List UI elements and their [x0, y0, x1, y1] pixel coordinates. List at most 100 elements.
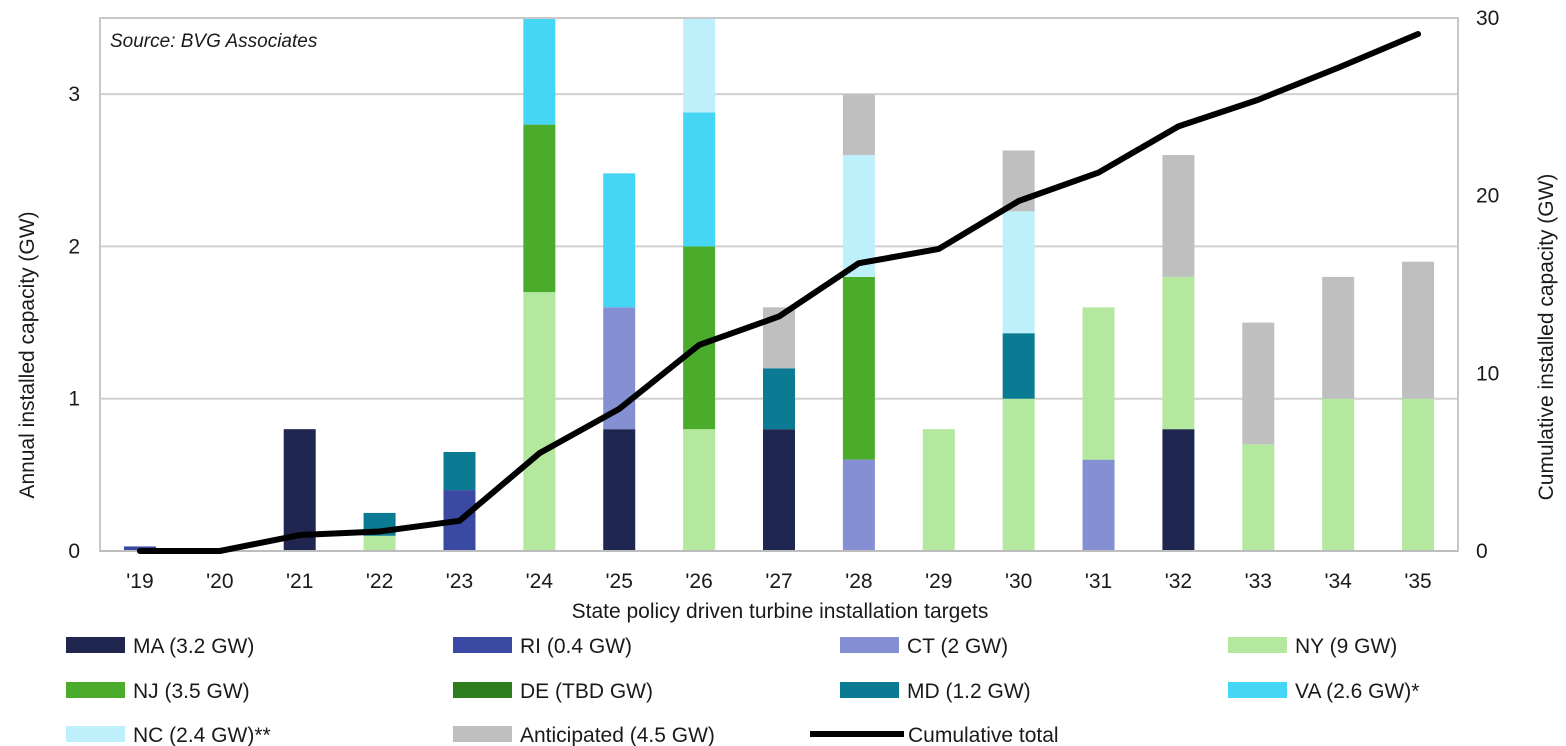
y-axis-title: Annual installed capacity (GW)	[16, 211, 39, 498]
legend-swatch	[66, 637, 125, 653]
y-tick-label-3: 3	[68, 83, 80, 106]
legend: MA (3.2 GW) RI (0.4 GW) CT (2 GW) NY (9 GW)…	[66, 635, 1419, 746]
legend-label: CT (2 GW)	[907, 635, 1008, 658]
legend-label: Anticipated (4.5 GW)	[520, 724, 715, 746]
x-tick-label-4: '23	[446, 570, 473, 593]
bar-segment-3-5	[523, 292, 556, 551]
bar-segment-3-10	[922, 429, 955, 551]
bar-segment-3-14	[1242, 444, 1275, 551]
legend-label: MA (3.2 GW)	[133, 635, 254, 658]
bar-segment-9-9	[842, 94, 875, 156]
legend-label: MD (1.2 GW)	[907, 680, 1031, 703]
legend-item-5: DE (TBD GW)	[453, 680, 653, 703]
x-tick-label-6: '25	[606, 570, 633, 593]
bar-segment-4-9	[842, 276, 875, 460]
x-tick-label-13: '32	[1165, 570, 1192, 593]
legend-item-8: NC (2.4 GW)**	[66, 724, 271, 746]
bar-segment-9-13	[1162, 155, 1195, 277]
bar-segment-3-16	[1402, 398, 1435, 551]
plot-frame	[99, 17, 1459, 552]
x-tick-label-11: '30	[1005, 570, 1032, 593]
legend-item-7: VA (2.6 GW)*	[1228, 680, 1419, 703]
legend-swatch	[1228, 637, 1287, 653]
legend-item-2: CT (2 GW)	[840, 635, 1008, 658]
y2-tick-label-0: 0	[1476, 540, 1488, 563]
bar-segment-8-7	[683, 18, 716, 113]
bar-segment-3-3	[363, 535, 396, 551]
cumulative-line	[136, 30, 1422, 554]
bar-segment-2-9	[842, 459, 875, 551]
legend-item-1: RI (0.4 GW)	[453, 635, 632, 658]
bar-segment-4-7	[683, 246, 716, 430]
bar-segment-6-11	[1002, 333, 1035, 399]
bar-segment-4-5	[523, 124, 556, 293]
axes: 01230102030'19'20'21'22'23'24'25'26'27'2…	[68, 7, 1499, 593]
x-tick-label-15: '34	[1324, 570, 1352, 593]
legend-label: RI (0.4 GW)	[520, 635, 632, 658]
legend-swatch	[840, 637, 899, 653]
x-tick-label-3: '22	[366, 570, 393, 593]
x-tick-label-0: '19	[126, 570, 153, 593]
y2-axis-title: Cumulative installed capacity (GW)	[1535, 174, 1558, 501]
x-tick-label-2: '21	[286, 570, 313, 593]
legend-swatch	[453, 726, 512, 742]
legend-swatch	[840, 682, 899, 698]
legend-label: Cumulative total	[908, 724, 1059, 746]
legend-swatch	[1228, 682, 1287, 698]
bar-segment-3-15	[1322, 398, 1355, 551]
legend-item-10: Cumulative total	[810, 724, 1059, 746]
legend-label: DE (TBD GW)	[520, 680, 653, 703]
cumulative-total-line	[136, 30, 1422, 554]
x-tick-label-5: '24	[526, 570, 554, 593]
bar-segment-8-9	[842, 155, 875, 277]
bar-segment-3-12	[1082, 307, 1115, 460]
bar-segment-3-7	[683, 429, 716, 551]
bar-segment-0-2	[283, 429, 316, 551]
legend-item-3: NY (9 GW)	[1228, 635, 1397, 658]
x-tick-label-9: '28	[845, 570, 872, 593]
bar-segment-6-4	[443, 452, 476, 491]
legend-swatch	[453, 637, 512, 653]
bar-segment-3-13	[1162, 276, 1195, 430]
source-note: Source: BVG Associates	[110, 31, 318, 52]
bar-segment-2-12	[1082, 459, 1115, 551]
bar-segment-0-8	[763, 429, 795, 551]
legend-item-0: MA (3.2 GW)	[66, 635, 254, 658]
legend-swatch	[66, 726, 125, 742]
bar-segment-0-13	[1162, 429, 1195, 551]
bar-segment-9-15	[1322, 276, 1355, 399]
bar-segment-3-11	[1002, 398, 1035, 551]
y-tick-label-1: 1	[68, 388, 80, 411]
bar-segment-9-14	[1242, 322, 1275, 445]
y-tick-label-2: 2	[68, 235, 80, 258]
bar-segment-7-5	[523, 18, 556, 125]
x-tick-label-7: '26	[685, 570, 712, 593]
legend-item-4: NJ (3.5 GW)	[66, 680, 250, 703]
legend-label: VA (2.6 GW)*	[1295, 680, 1419, 703]
bar-segment-7-6	[603, 173, 636, 308]
legend-label: NY (9 GW)	[1295, 635, 1397, 658]
bar-segment-0-6	[603, 429, 636, 551]
bar-segment-9-16	[1402, 261, 1435, 399]
legend-label: NJ (3.5 GW)	[133, 680, 250, 703]
bars	[123, 18, 1435, 551]
y2-tick-label-3: 30	[1476, 7, 1499, 30]
legend-item-6: MD (1.2 GW)	[840, 680, 1031, 703]
legend-swatch	[453, 682, 512, 698]
x-tick-label-14: '33	[1245, 570, 1272, 593]
legend-swatch	[66, 682, 125, 698]
x-tick-label-8: '27	[765, 570, 792, 593]
y-tick-label-0: 0	[68, 540, 80, 563]
y2-tick-label-1: 10	[1476, 362, 1499, 385]
x-axis-title: State policy driven turbine installation…	[572, 600, 989, 623]
y2-tick-label-2: 20	[1476, 185, 1499, 208]
bar-segment-7-7	[683, 112, 716, 247]
bar-segment-6-8	[763, 368, 795, 430]
legend-label: NC (2.4 GW)**	[133, 724, 271, 746]
x-tick-label-12: '31	[1085, 570, 1112, 593]
x-tick-label-16: '35	[1404, 570, 1431, 593]
legend-item-9: Anticipated (4.5 GW)	[453, 724, 715, 746]
x-tick-label-1: '20	[206, 570, 233, 593]
